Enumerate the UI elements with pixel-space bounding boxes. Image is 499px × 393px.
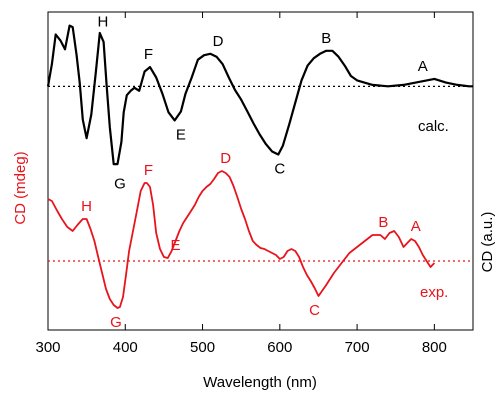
calc-series-label: calc. bbox=[418, 118, 449, 135]
exp-peak-label-g: G bbox=[110, 314, 122, 331]
exp-peak-label-e: E bbox=[170, 237, 180, 254]
x-axis-ticks bbox=[47, 12, 435, 330]
x-tick-label-300: 300 bbox=[35, 339, 60, 356]
x-tick-label-800: 800 bbox=[422, 339, 447, 356]
exp-series-label: exp. bbox=[420, 284, 448, 301]
x-tick-label-600: 600 bbox=[267, 339, 292, 356]
calc-peak-label-d: D bbox=[213, 33, 224, 50]
exp-peak-label-c: C bbox=[309, 302, 320, 319]
exp-series-line bbox=[47, 170, 436, 309]
x-tick-label-400: 400 bbox=[113, 339, 138, 356]
calc-peak-label-h: H bbox=[97, 14, 108, 31]
calc-peak-label-b: B bbox=[321, 30, 331, 47]
exp-peak-label-h: H bbox=[81, 198, 92, 215]
y-axis-right-title: CD (a.u.) bbox=[479, 212, 496, 273]
calc-peak-labels: H G F E D C B A bbox=[97, 14, 427, 193]
plot-frame bbox=[47, 11, 474, 331]
calc-series-line bbox=[46, 24, 473, 166]
x-axis-title: Wavelength (nm) bbox=[203, 374, 317, 391]
calc-peak-label-c: C bbox=[274, 161, 285, 178]
y-axis-left-title: CD (mdeg) bbox=[12, 151, 29, 224]
exp-peak-label-f: F bbox=[144, 162, 153, 179]
exp-peak-label-b: B bbox=[378, 214, 388, 231]
x-tick-label-500: 500 bbox=[190, 339, 215, 356]
calc-peak-label-f: F bbox=[144, 46, 153, 63]
x-tick-label-700: 700 bbox=[345, 339, 370, 356]
calc-peak-label-g: G bbox=[114, 175, 126, 192]
exp-peak-label-a: A bbox=[411, 218, 421, 235]
calc-peak-label-a: A bbox=[418, 58, 428, 75]
calc-peak-label-e: E bbox=[176, 126, 186, 143]
exp-peak-label-d: D bbox=[220, 150, 231, 167]
exp-peak-labels: H G F E D C B A bbox=[81, 150, 421, 331]
x-axis-tick-labels: 300 400 500 600 700 800 bbox=[35, 339, 446, 356]
